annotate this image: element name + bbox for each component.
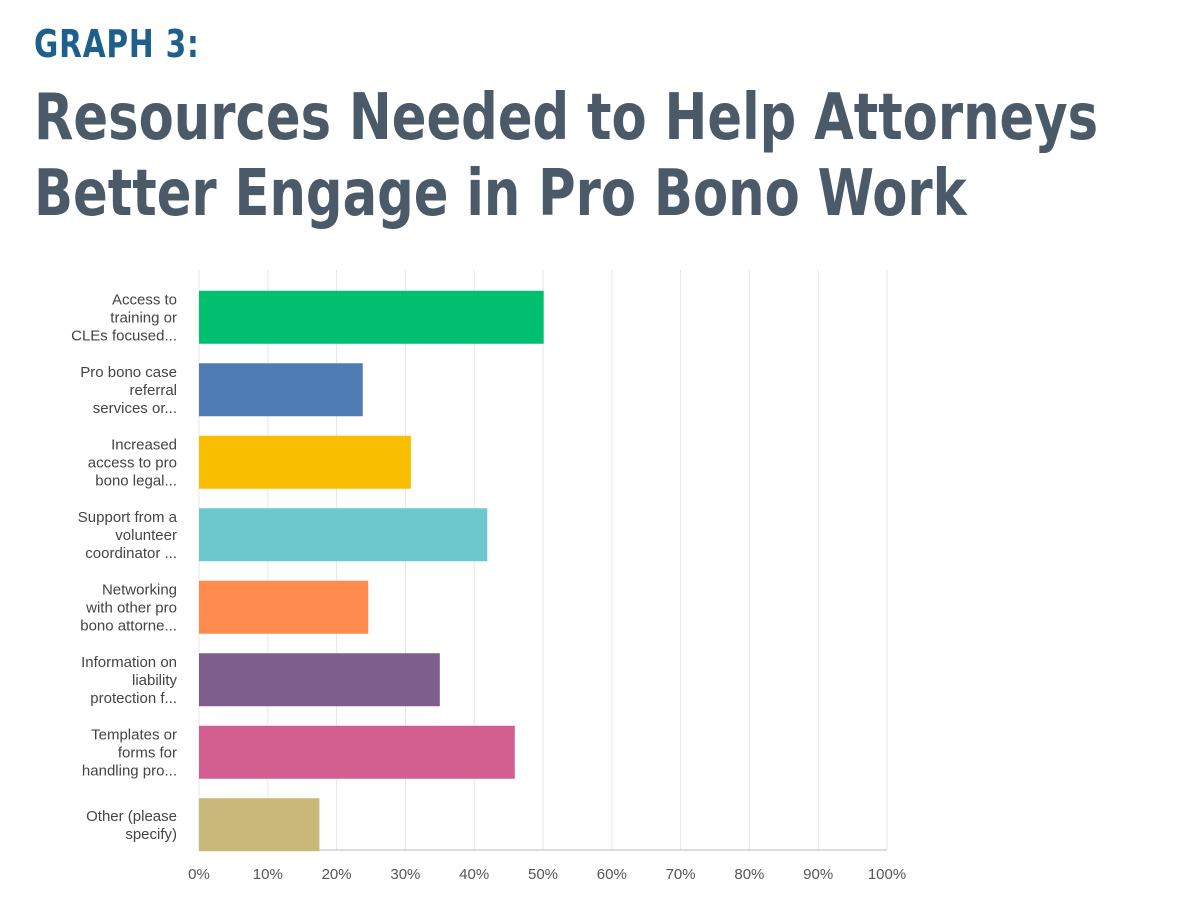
category-label: CLEs focused... <box>71 327 177 344</box>
bar <box>199 725 515 779</box>
category-label: Access to <box>112 291 177 308</box>
bar <box>199 508 488 562</box>
category-label: protection f... <box>90 690 177 707</box>
category-label: liability <box>132 672 178 689</box>
category-label: Information on <box>81 654 177 671</box>
bar <box>199 653 440 707</box>
category-label: training or <box>110 309 177 326</box>
category-label: forms for <box>118 744 177 761</box>
category-label: bono legal... <box>95 472 177 489</box>
bar <box>199 580 369 634</box>
category-label: Other (please <box>86 808 177 825</box>
category-label: specify) <box>125 826 177 843</box>
category-label: bono attorne... <box>80 617 177 634</box>
category-label: volunteer <box>115 527 177 544</box>
category-label: with other pro <box>85 599 177 616</box>
category-label: Networking <box>102 581 177 598</box>
chart-title: Resources Needed to Help Attorneys Bette… <box>34 81 1099 231</box>
category-label: referral <box>129 382 177 399</box>
x-tick-label: 70% <box>666 866 696 883</box>
category-label: Increased <box>111 436 177 453</box>
graph-kicker: GRAPH 3: <box>34 22 200 66</box>
x-tick-label: 90% <box>803 866 833 883</box>
bar <box>199 290 544 344</box>
x-tick-label: 20% <box>322 866 352 883</box>
x-tick-label: 100% <box>868 866 906 883</box>
category-label: coordinator ... <box>85 545 177 562</box>
category-label: services or... <box>93 400 177 417</box>
category-label: handling pro... <box>82 762 177 779</box>
category-label: access to pro <box>88 454 177 471</box>
bar <box>199 798 320 852</box>
bar <box>199 363 363 417</box>
category-label: Pro bono case <box>80 364 177 381</box>
x-tick-label: 80% <box>734 866 764 883</box>
x-tick-label: 10% <box>253 866 283 883</box>
category-label: Support from a <box>78 509 178 526</box>
x-tick-label: 60% <box>597 866 627 883</box>
x-tick-label: 0% <box>188 866 210 883</box>
x-tick-label: 50% <box>528 866 558 883</box>
x-tick-label: 40% <box>459 866 489 883</box>
bar <box>199 435 411 489</box>
category-label: Templates or <box>91 726 177 743</box>
x-tick-label: 30% <box>390 866 420 883</box>
